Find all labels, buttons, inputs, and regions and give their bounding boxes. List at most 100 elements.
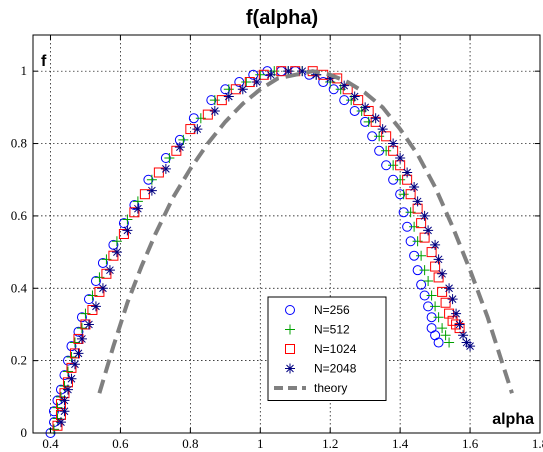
series-theory (97, 69, 514, 394)
square-marker (202, 109, 213, 120)
legend-item: N=2048 (285, 362, 357, 376)
plus-marker (416, 250, 427, 261)
circle-marker (48, 406, 59, 417)
circle-marker (433, 337, 444, 348)
asterisk-marker (76, 333, 87, 344)
series-n-256 (45, 66, 444, 438)
circle-marker (97, 257, 108, 268)
plus-marker (255, 69, 266, 80)
asterisk-marker (297, 66, 308, 77)
asterisk-marker (461, 337, 472, 348)
asterisk-marker (62, 384, 73, 395)
y-tick-label: 0.8 (11, 136, 27, 151)
asterisk-marker (111, 247, 122, 258)
square-marker (129, 207, 140, 218)
asterisk-marker (458, 330, 469, 341)
circle-marker (83, 294, 94, 305)
plus-marker (423, 276, 434, 287)
x-tick-label: 1.2 (322, 436, 338, 451)
axis-ticks: 0.4 0.6 0.8 1 1.2 1.4 1.6 1.8 0 0.2 0.4 0.6 0.8 1 (11, 35, 543, 451)
asterisk-marker (409, 181, 420, 192)
plus-marker (146, 174, 157, 185)
y-tick-label: 1 (21, 63, 28, 78)
x-tick-label: 1.8 (532, 436, 543, 451)
asterisk-marker (325, 73, 336, 84)
square-marker (433, 272, 444, 283)
square-marker (171, 145, 182, 156)
square-marker (437, 286, 448, 297)
legend-label: N=256 (314, 303, 350, 317)
square-marker (94, 286, 105, 297)
legend-item: N=256 (285, 303, 350, 317)
x-tick-label: 0.6 (112, 436, 129, 451)
square-marker (153, 167, 164, 178)
asterisk-marker (433, 254, 444, 265)
plus-marker (405, 207, 416, 218)
asterisk-marker (146, 185, 157, 196)
plus-marker (101, 254, 112, 265)
asterisk-marker (370, 113, 381, 124)
asterisk-marker (69, 359, 80, 370)
square-marker (55, 399, 66, 410)
x-tick-label: 0.4 (42, 436, 59, 451)
plus-marker (209, 95, 220, 106)
asterisk-marker (419, 210, 430, 221)
square-marker (66, 362, 77, 373)
y-tick-label: 0.2 (11, 353, 27, 368)
plus-marker (76, 323, 87, 334)
plus-marker (381, 145, 392, 156)
square-marker (419, 232, 430, 243)
square-marker (87, 304, 98, 315)
plus-marker (388, 160, 399, 171)
circle-marker (129, 200, 140, 211)
plus-marker (241, 77, 252, 88)
circle-marker (108, 239, 119, 250)
asterisk-marker (377, 124, 388, 135)
plus-marker (195, 113, 206, 124)
asterisk-marker (66, 373, 77, 384)
plus-marker (80, 308, 91, 319)
x-axis-label: alpha (492, 411, 534, 428)
y-tick-label: 0.4 (11, 280, 28, 295)
asterisk-marker (97, 283, 108, 294)
plus-marker (62, 366, 73, 377)
x-tick-label: 0.8 (182, 436, 198, 451)
plus-marker (178, 134, 189, 145)
plus-marker (111, 236, 122, 247)
asterisk-marker (55, 417, 66, 428)
asterisk-marker (430, 239, 441, 250)
plus-marker (444, 337, 455, 348)
asterisk-marker (283, 66, 294, 77)
asterisk-marker (132, 203, 143, 214)
asterisk-marker (454, 319, 465, 330)
circle-marker (90, 276, 101, 287)
asterisk-marker (451, 308, 462, 319)
plus-marker (409, 221, 420, 232)
series-n-2048 (55, 66, 476, 428)
legend-label: theory (314, 381, 347, 395)
asterisk-marker (73, 348, 84, 359)
square-marker (139, 189, 150, 200)
plus-marker (398, 189, 409, 200)
plot-border (32, 34, 541, 434)
square-marker (447, 315, 458, 326)
plus-marker (440, 330, 451, 341)
square-marker (426, 247, 437, 258)
asterisk-marker (311, 69, 322, 80)
y-tick-label: 0 (21, 425, 28, 440)
asterisk-marker (465, 341, 476, 352)
series-n-512 (48, 66, 455, 435)
plus-marker (412, 236, 423, 247)
plus-marker (69, 337, 80, 348)
x-tick-label: 1.6 (462, 436, 479, 451)
asterisk-marker (192, 124, 203, 135)
square-marker (108, 250, 119, 261)
circle-marker (118, 218, 129, 229)
legend-item: N=512 (285, 323, 350, 337)
legend-item: theory (274, 381, 347, 395)
circle-marker (416, 279, 427, 290)
asterisk-marker (423, 225, 434, 236)
asterisk-marker (174, 142, 185, 153)
plus-marker (433, 312, 444, 323)
